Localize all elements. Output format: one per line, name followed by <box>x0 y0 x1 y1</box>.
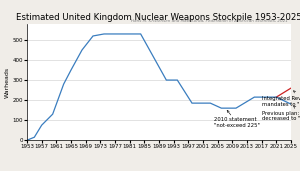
Text: Integrated Review plan
mandates to "no-more than 260": Integrated Review plan mandates to "no-m… <box>262 91 300 107</box>
Title: Estimated United Kingdom Nuclear Weapons Stockpile 1953-2025: Estimated United Kingdom Nuclear Weapons… <box>16 13 300 22</box>
Text: Hans M. Kristensen and Matt Korda, Federation of American Scientists, 2021: Hans M. Kristensen and Matt Korda, Feder… <box>131 19 288 23</box>
Y-axis label: Warheads: Warheads <box>4 67 10 98</box>
Text: 2010 statement
"not-exceed 225": 2010 statement "not-exceed 225" <box>214 110 260 128</box>
Text: Previous plan:
decreased to "no more than 180": Previous plan: decreased to "no more tha… <box>262 106 300 121</box>
